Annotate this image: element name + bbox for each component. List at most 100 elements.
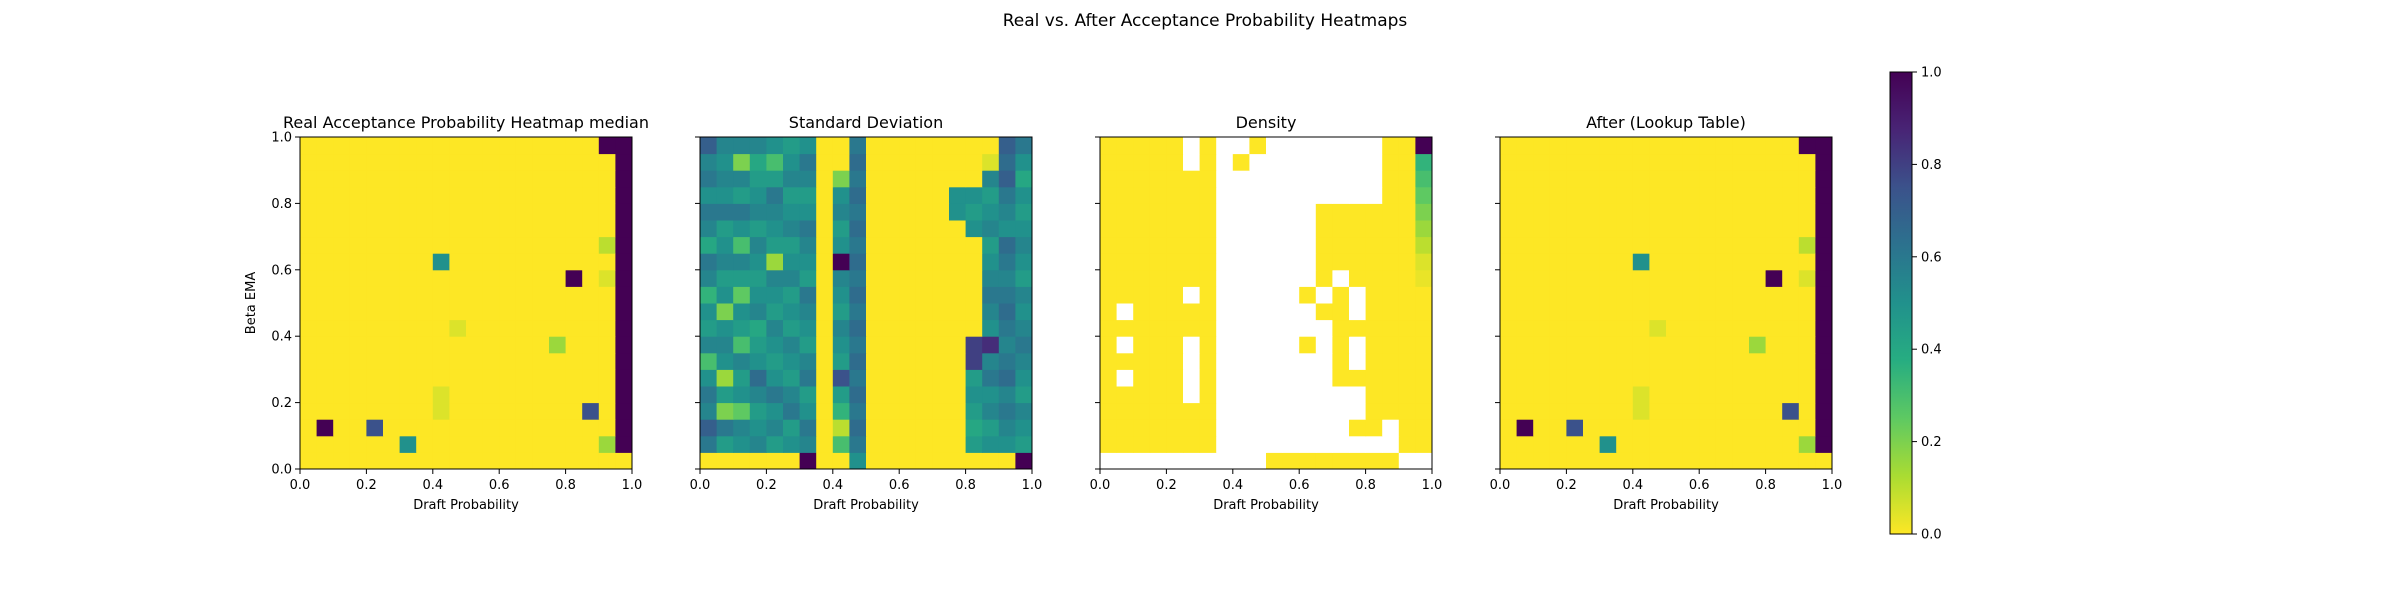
heatmap-cell (816, 336, 834, 354)
heatmap-cell (799, 419, 817, 437)
heatmap-cell (1599, 352, 1617, 370)
heatmap-cell (716, 452, 734, 470)
heatmap-cell (582, 153, 600, 171)
heatmap-cell (1199, 402, 1217, 420)
heatmap-cell (333, 170, 351, 188)
heatmap-cell (1282, 203, 1300, 221)
colorbar-tick-label: 0.2 (1921, 435, 1942, 450)
heatmap-cell (1765, 319, 1783, 337)
heatmap-cell (766, 170, 784, 188)
heatmap-cell (482, 186, 500, 204)
heatmap-cell (449, 236, 467, 254)
heatmap-cell (1266, 253, 1284, 271)
heatmap-cell (1398, 303, 1416, 321)
heatmap-cell (582, 369, 600, 387)
heatmap-cell (965, 220, 983, 238)
heatmap-cell (349, 452, 367, 470)
heatmap-cell (866, 452, 884, 470)
heatmap-cell (1632, 336, 1650, 354)
heatmap-cell (1715, 336, 1733, 354)
heatmap-cell (866, 352, 884, 370)
heatmap-cell (1216, 419, 1234, 437)
heatmap-cell (866, 236, 884, 254)
heatmap-cell (700, 452, 718, 470)
heatmap-cell (598, 286, 616, 304)
heatmap-cell (1199, 220, 1217, 238)
heatmap-cell (383, 203, 401, 221)
heatmap-cell (1349, 153, 1367, 171)
x-tick-label: 0.2 (356, 478, 377, 493)
heatmap-cell (866, 220, 884, 238)
heatmap-cell (1715, 435, 1733, 453)
heatmap-cell (1632, 236, 1650, 254)
heatmap-cell (1015, 303, 1033, 321)
heatmap-cell (1516, 286, 1534, 304)
heatmap-cell (466, 386, 484, 404)
heatmap-cell (1015, 402, 1033, 420)
heatmap-cell (899, 402, 917, 420)
x-tick-label: 0.4 (1222, 478, 1243, 493)
heatmap-cell (816, 153, 834, 171)
heatmap-cell (598, 435, 616, 453)
heatmap-cell (982, 186, 1000, 204)
heatmap-cell (1798, 186, 1816, 204)
heatmap-cell (1549, 220, 1567, 238)
heatmap-cell (1682, 452, 1700, 470)
heatmap-cell (1649, 236, 1667, 254)
heatmap-cell (1815, 236, 1833, 254)
heatmap-cell (366, 253, 384, 271)
heatmap-cell (349, 137, 367, 155)
heatmap-cell (515, 336, 533, 354)
heatmap-cell (532, 419, 550, 437)
heatmap-cell (615, 319, 633, 337)
heatmap-cell (549, 352, 567, 370)
heatmap-cell (499, 170, 517, 188)
heatmap-cell (1382, 336, 1400, 354)
heatmap-cell (532, 170, 550, 188)
heatmap-cell (1815, 369, 1833, 387)
heatmap-cell (1533, 286, 1551, 304)
heatmap-cell (1682, 369, 1700, 387)
heatmap-cell (1100, 402, 1118, 420)
heatmap-cell (733, 203, 751, 221)
heatmap-cell (700, 369, 718, 387)
heatmap-cell (1299, 352, 1317, 370)
heatmap-cell (1632, 303, 1650, 321)
heatmap-cell (1415, 402, 1433, 420)
heatmap-cell (1415, 253, 1433, 271)
heatmap-cell (499, 286, 517, 304)
heatmap-cell (1149, 286, 1167, 304)
heatmap-cell (565, 435, 583, 453)
heatmap-cell (1349, 253, 1367, 271)
heatmap-cell (383, 236, 401, 254)
heatmap-cell (582, 303, 600, 321)
heatmap-cell (1765, 236, 1783, 254)
heatmap-cell (1315, 402, 1333, 420)
heatmap-cell (1749, 386, 1767, 404)
heatmap-cell (982, 452, 1000, 470)
heatmap-cell (1015, 186, 1033, 204)
heatmap-cell (582, 419, 600, 437)
heatmap-cell (1299, 319, 1317, 337)
heatmap-cell (949, 170, 967, 188)
heatmap-cell (1149, 236, 1167, 254)
heatmap-cell (1549, 186, 1567, 204)
heatmap-cell (1632, 435, 1650, 453)
heatmap-cell (1749, 369, 1767, 387)
heatmap-cell (1133, 452, 1151, 470)
heatmap-cell (1732, 170, 1750, 188)
heatmap-cell (532, 186, 550, 204)
heatmap-cell (1282, 435, 1300, 453)
heatmap-cell (899, 186, 917, 204)
heatmap-cell (1500, 269, 1518, 287)
heatmap-cell (849, 286, 867, 304)
heatmap-cell (1516, 303, 1534, 321)
heatmap-cell (899, 170, 917, 188)
heatmap-cell (1183, 137, 1201, 155)
heatmap-cell (716, 170, 734, 188)
heatmap-cell (1015, 319, 1033, 337)
heatmap-cell (749, 352, 767, 370)
heatmap-cell (733, 435, 751, 453)
heatmap-cell (1666, 452, 1684, 470)
heatmap-panels: 0.0 0.2 0.4 0.6 0.8 1.00.00.20.40.60.81.0Real… (244, 113, 1842, 513)
